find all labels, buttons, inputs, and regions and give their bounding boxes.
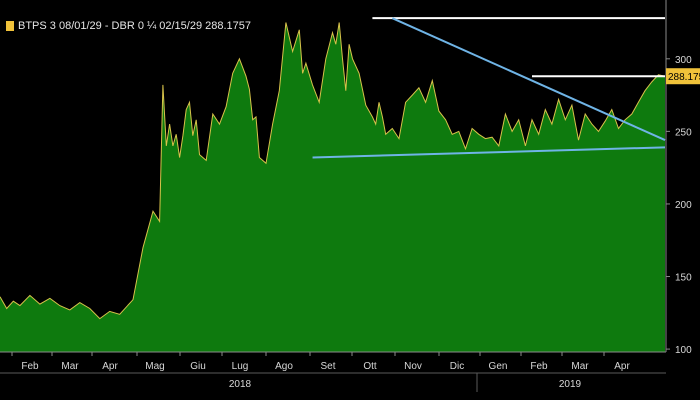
x-tick-label: Dic xyxy=(450,361,464,372)
x-tick-label: Ott xyxy=(363,361,377,372)
series-area xyxy=(0,22,665,352)
legend-swatch xyxy=(6,21,14,31)
trend-line-1 xyxy=(391,17,666,141)
series-line xyxy=(0,22,666,320)
y-tick-label: 100 xyxy=(675,345,692,356)
last-value-box xyxy=(666,68,700,85)
x-tick-label: Giu xyxy=(190,361,206,372)
legend-text: BTPS 3 08/01/29 - DBR 0 ¼ 02/15/29 288.1… xyxy=(18,20,251,32)
legend: BTPS 3 08/01/29 - DBR 0 ¼ 02/15/29 288.1… xyxy=(6,20,251,32)
x-tick-label: Apr xyxy=(102,361,118,372)
x-tick-label: Mag xyxy=(145,361,164,372)
y-tick-label: 300 xyxy=(675,55,692,66)
trend-line-2 xyxy=(312,146,666,159)
x-year-label: 2019 xyxy=(559,379,582,390)
x-tick-label: Feb xyxy=(21,361,39,372)
x-tick-label: Ago xyxy=(275,361,293,372)
x-tick-label: Mar xyxy=(571,361,589,372)
last-value-label: 288.1757 xyxy=(668,72,700,83)
x-tick-label: Apr xyxy=(614,361,630,372)
x-year-label: 2018 xyxy=(229,379,252,390)
y-tick-label: 250 xyxy=(675,127,692,138)
x-tick-label: Set xyxy=(320,361,335,372)
x-tick-label: Feb xyxy=(530,361,548,372)
y-tick-label: 200 xyxy=(675,200,692,211)
x-tick-label: Mar xyxy=(61,361,79,372)
x-tick-label: Lug xyxy=(232,361,249,372)
x-tick-label: Gen xyxy=(489,361,508,372)
x-tick-label: Nov xyxy=(404,361,422,372)
y-tick-label: 150 xyxy=(675,273,692,284)
